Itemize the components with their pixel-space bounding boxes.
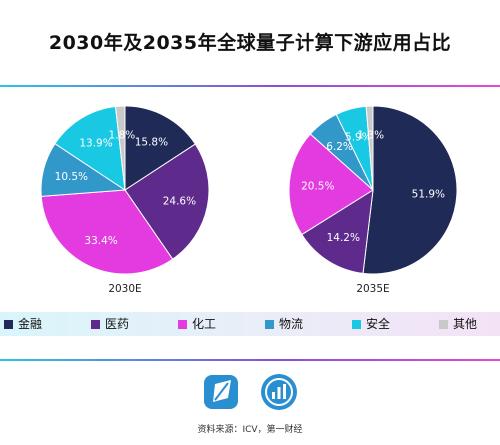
pie1-label-2: 24.6% (163, 196, 196, 208)
legend-label-5: 安全 (366, 317, 391, 331)
pie2-label-6: 1.3% (357, 130, 384, 142)
pie2-slice-2 (301, 189, 374, 274)
pie1-label-3: 33.4% (84, 235, 117, 247)
chart-title: 2030年及2035年全球量子计算下游应用占比 (48, 32, 452, 54)
pie2-caption: 2035E (356, 283, 389, 295)
pie1-slice-5 (54, 105, 126, 192)
legend: 金融 医药 化工 物流 安全 其他 (0, 312, 500, 336)
pie-charts: 15.8% 24.6% 33.4% 10.5% 13.9%1.8% 2030E 51.9% 1… (40, 105, 458, 295)
pie1-slice-6 (114, 105, 126, 191)
legend-swatch-4 (265, 320, 274, 329)
leaf-logo-icon (204, 375, 238, 409)
legend-swatch-3 (178, 320, 187, 329)
bottom-divider (0, 359, 500, 361)
chart-logo-icon (261, 374, 297, 410)
pie1-label-4: 10.5% (55, 171, 88, 183)
legend-label-6: 其他 (453, 317, 478, 331)
pie2-label-3: 20.5% (301, 180, 334, 192)
pie2-label-4: 6.2% (326, 141, 353, 153)
pie2-label-2: 14.2% (327, 232, 360, 244)
pie2-label-1: 51.9% (412, 188, 445, 200)
legend-label-4: 物流 (279, 317, 304, 331)
pie1-slice-1 (124, 105, 197, 191)
pie1-slice-3 (40, 189, 174, 275)
top-divider (0, 85, 500, 87)
pie2-slice-3 (288, 133, 374, 236)
pie1-caption: 2030E (108, 283, 141, 295)
legend-label-2: 医药 (105, 317, 130, 331)
pie2-label-5: 5.9% (345, 132, 372, 144)
legend-label-3: 化工 (192, 317, 217, 331)
source-note: 资料来源：ICV，第一财经 (197, 425, 303, 435)
legend-swatch-2 (91, 320, 100, 329)
pie2-slice-6 (365, 105, 374, 191)
legend-swatch-5 (352, 320, 361, 329)
pie1-slice-2 (124, 143, 210, 260)
pie1-label-5: 13.9% (79, 138, 112, 150)
pie1-label-1: 15.8% (135, 136, 168, 148)
pie1-label-6: 1.8% (109, 130, 136, 142)
pie2-slice-1 (362, 105, 458, 275)
legend-label-1: 金融 (18, 317, 43, 331)
legend-swatch-6 (439, 320, 448, 329)
legend-swatch-1 (4, 320, 13, 329)
